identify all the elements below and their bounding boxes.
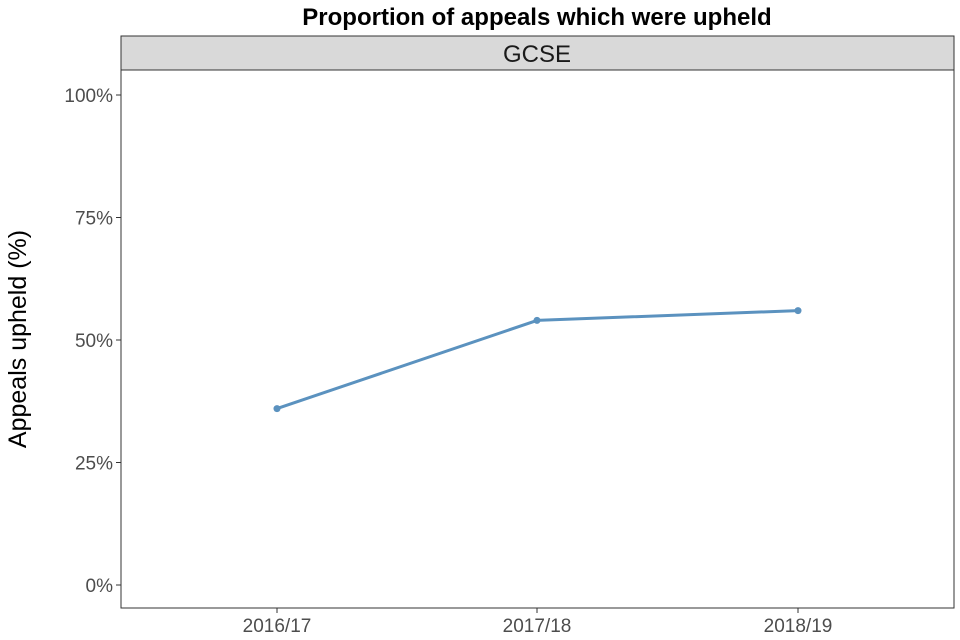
facet-strip-label: GCSE bbox=[503, 41, 571, 68]
facet-strip bbox=[120, 35, 955, 71]
plot-panel bbox=[120, 69, 955, 609]
y-tick-label: 50% bbox=[75, 331, 113, 352]
chart-title: Proportion of appeals which were upheld bbox=[302, 4, 771, 31]
y-axis: Appeals upheld (%) 0% 25% 50% 75% 100% bbox=[4, 86, 121, 597]
y-tick-label: 0% bbox=[86, 576, 114, 597]
y-axis-label: Appeals upheld (%) bbox=[4, 230, 32, 448]
x-tick-label: 2017/18 bbox=[503, 616, 572, 637]
data-point bbox=[794, 307, 802, 315]
y-tick-label: 75% bbox=[75, 209, 113, 230]
x-tick-label: 2018/19 bbox=[764, 616, 833, 637]
data-point bbox=[273, 405, 281, 413]
y-ticks: 0% 25% 50% 75% 100% bbox=[64, 86, 121, 597]
series-layer bbox=[273, 307, 802, 413]
data-point bbox=[533, 316, 541, 324]
x-tick-label: 2016/17 bbox=[243, 616, 312, 637]
x-axis: 2016/17 2017/18 2018/19 bbox=[243, 608, 833, 637]
y-tick-label: 25% bbox=[75, 454, 113, 475]
y-tick-label: 100% bbox=[64, 86, 113, 107]
